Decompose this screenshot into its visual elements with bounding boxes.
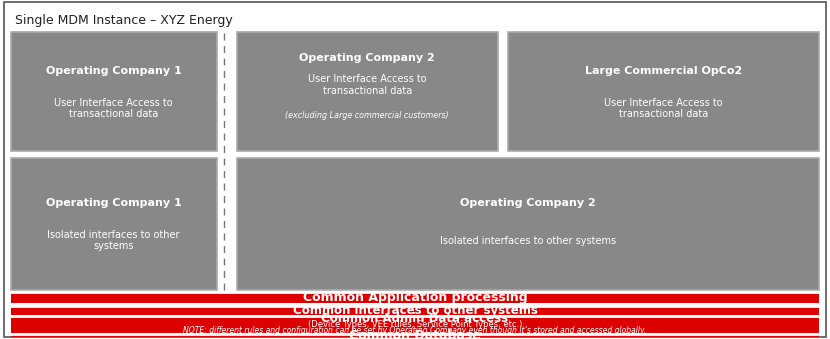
Bar — [11, 32, 217, 151]
Text: Large Commercial OpCo2: Large Commercial OpCo2 — [585, 66, 742, 76]
Text: Operating Company 2: Operating Company 2 — [300, 53, 435, 63]
Text: (excluding Large commercial customers): (excluding Large commercial customers) — [286, 111, 449, 120]
Bar — [11, 306, 819, 315]
Text: Common interfaces to other systems: Common interfaces to other systems — [292, 304, 538, 317]
Text: Isolated interfaces to other
systems: Isolated interfaces to other systems — [47, 230, 180, 252]
Bar — [11, 316, 819, 333]
Text: User Interface Access to
transactional data: User Interface Access to transactional d… — [308, 74, 427, 96]
Bar — [237, 32, 498, 151]
Bar — [11, 334, 819, 337]
Bar — [11, 158, 217, 290]
Text: NOTE: different rules and configuration can be set by Operating Company even tho: NOTE: different rules and configuration … — [183, 326, 647, 335]
Text: Common Application processing: Common Application processing — [303, 291, 527, 304]
Text: Common Database: Common Database — [349, 329, 481, 339]
Text: Operating Company 1: Operating Company 1 — [46, 66, 182, 76]
Text: Operating Company 2: Operating Company 2 — [460, 198, 596, 208]
Text: Isolated interfaces to other systems: Isolated interfaces to other systems — [440, 236, 616, 246]
Bar — [237, 158, 819, 290]
Text: Common Admin Data access: Common Admin Data access — [321, 312, 509, 325]
Bar — [508, 32, 819, 151]
Text: Operating Company 1: Operating Company 1 — [46, 198, 182, 208]
Bar — [11, 292, 819, 303]
Text: Single MDM Instance – XYZ Energy: Single MDM Instance – XYZ Energy — [15, 14, 232, 26]
Text: User Interface Access to
transactional data: User Interface Access to transactional d… — [604, 98, 723, 119]
Text: (Device Types, VEE rules, Service Point Types, etc.): (Device Types, VEE rules, Service Point … — [308, 320, 522, 329]
Text: User Interface Access to
transactional data: User Interface Access to transactional d… — [55, 98, 173, 119]
